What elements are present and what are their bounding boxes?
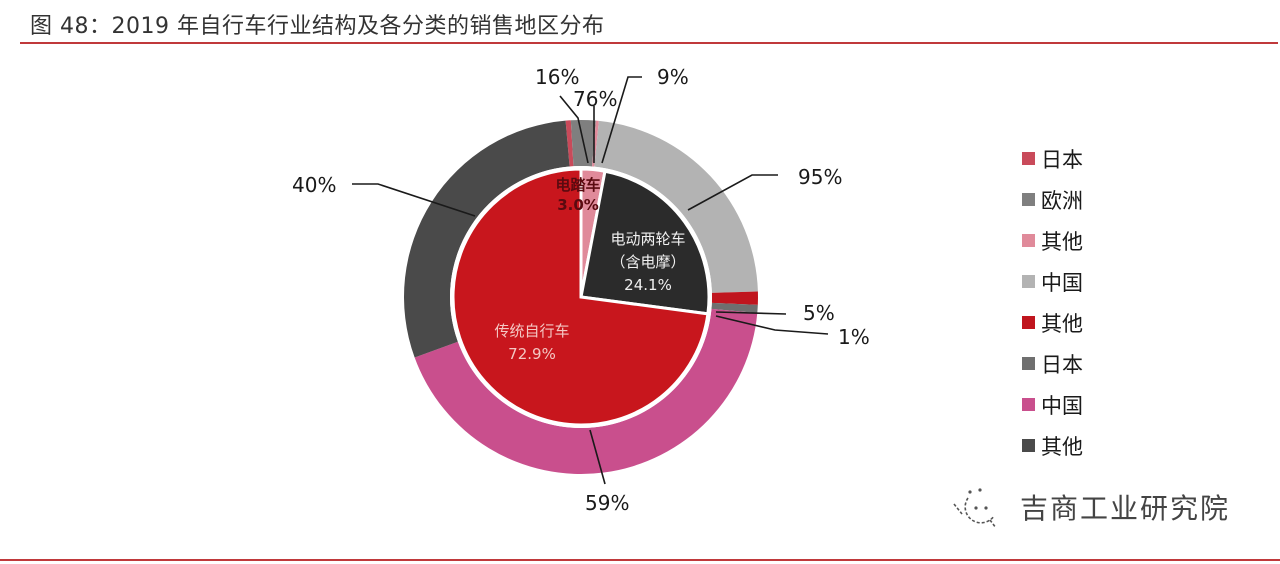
label-ebike-japan: 16% [535,65,579,89]
leader-trad-china [589,429,606,485]
bottom-divider [0,559,1280,561]
outer-segment [711,291,758,305]
outer-segment [594,120,758,293]
legend-item: 其他 [1022,302,1083,343]
label-ebike-europe: 76% [573,87,617,111]
label-e2w-name: 电动两轮车 [610,230,685,248]
legend-label: 中国 [1041,270,1083,295]
label-trad-other: 40% [292,173,336,197]
label-trad-value: 72.9% [508,345,556,363]
leader-ebike-japan [559,95,589,164]
label-trad-japan: 1% [838,325,870,349]
label-e2w-sub: （含电摩） [610,253,685,271]
legend-label: 中国 [1041,393,1083,418]
outer-segment [414,308,758,474]
legend-item: 日本 [1022,343,1083,384]
wechat-logo-icon [953,488,997,529]
legend-label: 日本 [1041,147,1083,172]
title-divider [20,42,1278,44]
label-ebike-value: 3.0% [557,196,599,214]
legend-label: 其他 [1041,229,1083,254]
legend-swatch [1022,398,1035,411]
label-e2w-china: 95% [798,165,842,189]
chart-rings [403,120,758,474]
label-ebike-other: 9% [657,65,689,89]
legend-swatch [1022,275,1035,288]
legend-swatch [1022,357,1035,370]
watermark-text: 吉商工业研究院 [1020,492,1231,525]
legend-swatch [1022,316,1035,329]
leader-trad-japan [715,315,829,335]
leader-lines [352,76,829,485]
chart-title: 图 48：2019 年自行车行业结构及各分类的销售地区分布 [30,14,605,39]
legend-label: 其他 [1041,434,1083,459]
chart-legend: 日本 欧洲 其他 中国 其他 日本 中国 其他 [1022,138,1083,466]
legend-item: 中国 [1022,384,1083,425]
outer-value-labels: 40% 16% 76% 9% 95% 5% 1% 59% [292,65,870,515]
outer-segment [711,302,758,313]
leader-e2w-other [715,311,787,315]
label-e2w-other: 5% [803,301,835,325]
legend-swatch [1022,152,1035,165]
legend-swatch [1022,439,1035,452]
outer-segment [565,120,574,167]
inner-slice [451,167,710,427]
legend-item: 日本 [1022,138,1083,179]
watermark: 吉商工业研究院 [950,484,1230,530]
legend-item: 其他 [1022,220,1083,261]
inner-slice [579,169,711,316]
leader-ebike-other [601,76,642,164]
inner-category-labels: 电踏车 3.0% 电动两轮车 （含电摩） 24.1% 传统自行车 72.9% [494,176,685,363]
label-e2w-value: 24.1% [624,276,672,294]
label-trad-china: 59% [585,491,629,515]
leader-e2w-china [687,174,778,211]
legend-item: 中国 [1022,261,1083,302]
legend-item: 欧洲 [1022,179,1083,220]
legend-label: 日本 [1041,352,1083,377]
legend-item: 其他 [1022,425,1083,466]
legend-label: 欧洲 [1041,188,1083,213]
legend-swatch [1022,193,1035,206]
legend-label: 其他 [1041,311,1083,336]
legend-swatch [1022,234,1035,247]
leader-trad-other [352,183,476,217]
label-trad-name: 传统自行车 [494,322,569,340]
label-ebike-name: 电踏车 [555,176,600,194]
outer-segment [403,120,570,358]
